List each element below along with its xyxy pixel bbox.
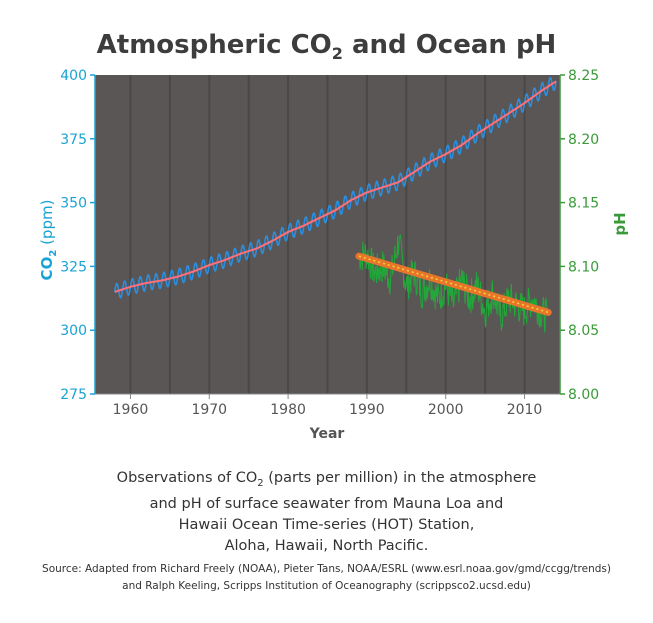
figure-caption: Observations of CO2 (parts per million) … <box>60 468 593 557</box>
ph-tick-label: 8.05 <box>568 323 599 339</box>
x-axis-label: Year <box>309 426 345 442</box>
ph-axis-label: pH <box>611 212 629 235</box>
ph-series <box>358 233 549 333</box>
year-tick-label: 1970 <box>191 402 227 418</box>
caption-line: Hawaii Ocean Time-series (HOT) Station, <box>178 516 475 533</box>
ph-trend-outer <box>355 252 552 316</box>
year-tick-label: 1980 <box>270 402 306 418</box>
source-line: and Ralph Keeling, Scripps Institution o… <box>122 580 531 592</box>
ph-tick-label: 8.00 <box>568 387 599 403</box>
co2-trend-line <box>114 80 557 293</box>
ph-trend-line <box>355 252 552 316</box>
year-axis-ticks: 1960 1970 1980 1990 2000 2010 <box>113 394 543 418</box>
source-line: Source: Adapted from Richard Freely (NOA… <box>42 563 611 575</box>
co2-tick-label: 325 <box>60 259 87 275</box>
caption-line: Aloha, Hawaii, North Pacific. <box>224 537 429 554</box>
year-tick-label: 1990 <box>349 402 385 418</box>
ph-tick-label: 8.25 <box>568 68 599 84</box>
year-tick-label: 2000 <box>428 402 464 418</box>
co2-axis-label: CO2 (ppm) <box>38 200 59 281</box>
ph-data-line <box>358 233 549 333</box>
year-tick-label: 1960 <box>113 402 149 418</box>
caption-line: and pH of surface seawater from Mauna Lo… <box>149 495 504 512</box>
ph-tick-label: 8.20 <box>568 132 599 148</box>
page-title: Atmospheric CO2 and Ocean pH <box>96 30 557 64</box>
axes <box>94 75 561 395</box>
ph-axis-ticks: 8.00 8.05 8.10 8.15 8.20 8.25 <box>560 68 599 403</box>
ph-tick-label: 8.10 <box>568 259 599 275</box>
co2-tick-label: 400 <box>60 68 87 84</box>
co2-tick-label: 275 <box>60 387 87 403</box>
co2-tick-label: 375 <box>60 132 87 148</box>
co2-axis-ticks: 275 300 325 350 375 400 <box>60 68 95 403</box>
vertical-gridlines <box>129 75 526 394</box>
caption-line: Observations of CO2 (parts per million) … <box>116 470 537 489</box>
co2-trend-path <box>114 80 557 293</box>
year-tick-label: 2010 <box>507 402 543 418</box>
co2-tick-label: 350 <box>60 196 87 212</box>
ph-tick-label: 8.15 <box>568 196 599 212</box>
source-credit: Source: Adapted from Richard Freely (NOA… <box>20 561 633 595</box>
co2-tick-label: 300 <box>60 323 87 339</box>
